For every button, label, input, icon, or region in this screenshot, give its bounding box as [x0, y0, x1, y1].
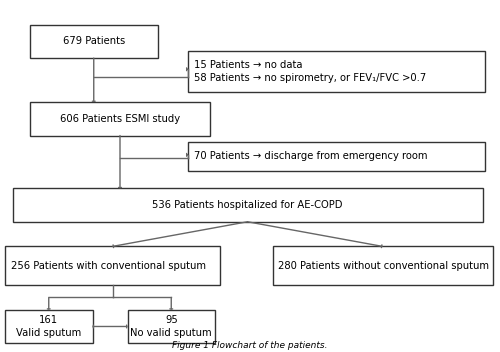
FancyBboxPatch shape	[30, 102, 210, 136]
FancyBboxPatch shape	[272, 246, 492, 285]
Text: 536 Patients hospitalized for AE-COPD: 536 Patients hospitalized for AE-COPD	[152, 200, 343, 210]
Text: 679 Patients: 679 Patients	[62, 36, 125, 46]
Text: 15 Patients → no data
58 Patients → no spirometry, or FEV₁/FVC >0.7: 15 Patients → no data 58 Patients → no s…	[194, 60, 426, 83]
FancyBboxPatch shape	[5, 310, 92, 343]
FancyBboxPatch shape	[188, 51, 485, 92]
FancyBboxPatch shape	[5, 246, 220, 285]
Text: 95
No valid sputum: 95 No valid sputum	[130, 315, 212, 338]
FancyBboxPatch shape	[30, 25, 158, 58]
Text: Figure 1 Flowchart of the patients.: Figure 1 Flowchart of the patients.	[172, 341, 328, 350]
Text: 161
Valid sputum: 161 Valid sputum	[16, 315, 82, 338]
Text: 606 Patients ESMI study: 606 Patients ESMI study	[60, 114, 180, 124]
FancyBboxPatch shape	[12, 188, 482, 222]
Text: 256 Patients with conventional sputum: 256 Patients with conventional sputum	[11, 261, 206, 271]
FancyBboxPatch shape	[128, 310, 215, 343]
Text: 280 Patients without conventional sputum: 280 Patients without conventional sputum	[278, 261, 490, 271]
Text: 70 Patients → discharge from emergency room: 70 Patients → discharge from emergency r…	[194, 151, 427, 161]
FancyBboxPatch shape	[188, 142, 485, 171]
